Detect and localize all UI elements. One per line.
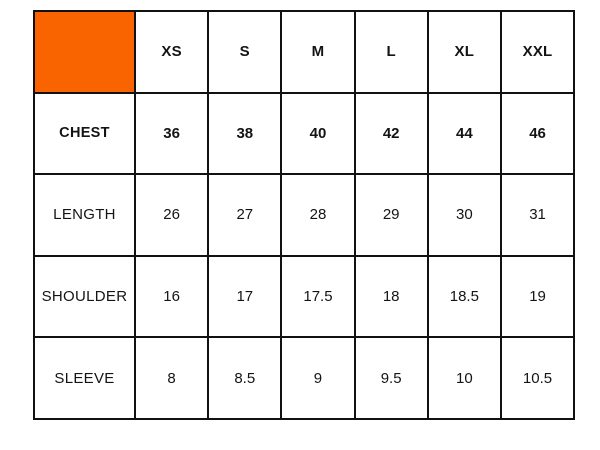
- cell-length-s: 27: [207, 173, 283, 257]
- cell-length-l: 29: [353, 173, 429, 257]
- header-corner-cell: [33, 10, 136, 94]
- cell-shoulder-xs: 16: [133, 254, 210, 339]
- column-header-s: S: [207, 10, 283, 94]
- column-header-m: M: [280, 10, 356, 94]
- size-chart-table: XS S M L XL XXL CHEST 36 38 40 42 44 46 …: [33, 10, 576, 420]
- cell-chest-xs: 36: [133, 91, 210, 176]
- cell-chest-s: 38: [207, 91, 283, 176]
- column-header-xl: XL: [426, 10, 502, 94]
- table-row: CHEST 36 38 40 42 44 46: [33, 91, 576, 176]
- column-header-xxl: XXL: [499, 10, 576, 94]
- cell-sleeve-s: 8.5: [207, 336, 283, 420]
- cell-sleeve-xxl: 10.5: [499, 336, 576, 420]
- cell-chest-xl: 44: [426, 91, 502, 176]
- table-row: LENGTH 26 27 28 29 30 31: [33, 173, 576, 257]
- row-label-sleeve: SLEEVE: [33, 336, 136, 420]
- cell-shoulder-s: 17: [207, 254, 283, 339]
- column-header-l: L: [353, 10, 429, 94]
- cell-length-xl: 30: [426, 173, 502, 257]
- cell-length-m: 28: [280, 173, 356, 257]
- cell-shoulder-xl: 18.5: [426, 254, 502, 339]
- cell-chest-l: 42: [353, 91, 429, 176]
- cell-sleeve-xl: 10: [426, 336, 502, 420]
- cell-sleeve-l: 9.5: [353, 336, 429, 420]
- cell-chest-m: 40: [280, 91, 356, 176]
- table-row: SHOULDER 16 17 17.5 18 18.5 19: [33, 254, 576, 339]
- cell-shoulder-l: 18: [353, 254, 429, 339]
- cell-shoulder-m: 17.5: [280, 254, 356, 339]
- table-header-row: XS S M L XL XXL: [33, 10, 576, 94]
- cell-sleeve-m: 9: [280, 336, 356, 420]
- column-header-xs: XS: [133, 10, 210, 94]
- cell-sleeve-xs: 8: [133, 336, 210, 420]
- cell-length-xs: 26: [133, 173, 210, 257]
- row-label-length: LENGTH: [33, 173, 136, 257]
- size-chart-container: XS S M L XL XXL CHEST 36 38 40 42 44 46 …: [33, 10, 576, 420]
- row-label-chest: CHEST: [33, 91, 136, 176]
- cell-shoulder-xxl: 19: [499, 254, 576, 339]
- cell-chest-xxl: 46: [499, 91, 576, 176]
- row-label-shoulder: SHOULDER: [33, 254, 136, 339]
- cell-length-xxl: 31: [499, 173, 576, 257]
- table-row: SLEEVE 8 8.5 9 9.5 10 10.5: [33, 336, 576, 420]
